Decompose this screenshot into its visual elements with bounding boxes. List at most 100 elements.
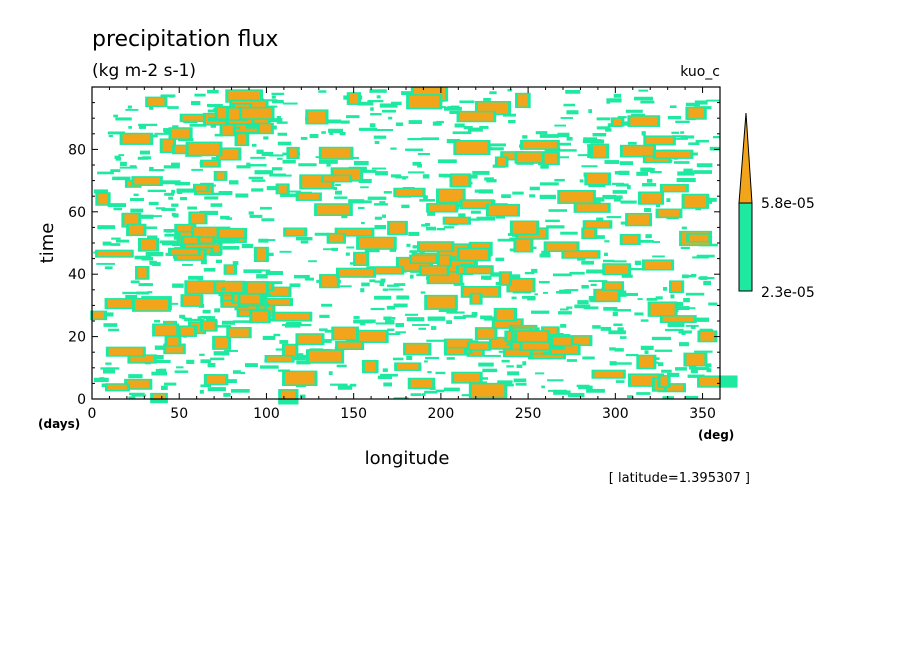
precip-cell-low: [529, 186, 540, 191]
precip-cell-low: [185, 318, 205, 322]
precip-cell-low: [612, 190, 628, 194]
precip-cell-low: [438, 308, 458, 312]
precip-cell-high: [219, 229, 245, 238]
precip-cell-low: [361, 282, 370, 287]
precip-cell-low: [203, 316, 216, 320]
precip-cell-low: [346, 115, 360, 119]
precip-cell-low: [512, 291, 531, 294]
precip-cell-low: [609, 347, 616, 351]
precip-cell-low: [108, 328, 120, 332]
precip-cell-low: [502, 113, 517, 117]
precip-cell-low: [177, 189, 183, 194]
precip-cell-low: [328, 128, 344, 133]
precip-cell-low: [452, 131, 472, 135]
precip-cell-high: [700, 331, 715, 341]
precip-cell-low: [640, 319, 649, 322]
precip-cell-low: [337, 385, 353, 390]
precip-cell-low: [154, 132, 173, 135]
precip-cell-low: [548, 389, 558, 392]
precip-cell-low: [128, 126, 132, 129]
precip-cell-low: [621, 274, 633, 278]
precip-cell-low: [248, 211, 254, 215]
precip-cell-low: [102, 241, 112, 246]
precip-cell-low: [642, 168, 655, 172]
precip-cell-high: [247, 282, 266, 293]
precip-cell-low: [446, 311, 465, 314]
precip-cell-low: [501, 359, 510, 363]
precip-cell-low: [271, 167, 283, 171]
precip-cell-low: [341, 214, 348, 219]
precip-cell-high: [445, 218, 468, 224]
precip-cell-low: [524, 271, 535, 275]
precip-cell-high: [541, 153, 557, 164]
precip-cell-low: [490, 272, 508, 277]
precip-cell-high: [523, 141, 557, 149]
precip-cell-low: [276, 157, 283, 160]
precip-cell-low: [583, 306, 599, 310]
precip-cell-low: [671, 131, 679, 134]
precip-cell-low: [367, 100, 384, 103]
x-tick-label: 250: [515, 406, 542, 422]
precip-cell-low: [626, 185, 631, 190]
precip-cell-low: [325, 119, 342, 124]
precip-cell-low: [511, 296, 517, 300]
precip-cell-low: [111, 237, 121, 240]
precip-cell-low: [608, 330, 626, 335]
precip-cell-high: [596, 290, 618, 301]
precip-cell-high: [655, 151, 691, 158]
precip-cell-low: [604, 195, 623, 200]
precip-cell-low: [522, 361, 527, 366]
precip-cell-low: [105, 312, 114, 317]
precip-cell-low: [199, 210, 219, 216]
precip-cell-low: [200, 260, 207, 265]
precip-cell-low: [706, 368, 712, 373]
precip-cell-low: [263, 99, 278, 102]
precip-cell-low: [522, 135, 528, 139]
precip-cell-low: [619, 293, 627, 297]
precip-cell-low: [232, 261, 239, 265]
precip-cell-high: [517, 152, 542, 163]
precip-cell-low: [293, 274, 310, 279]
precip-cell-low: [506, 365, 514, 368]
precip-cell-low: [563, 103, 576, 107]
precip-cell-low: [663, 286, 668, 291]
precip-cell-high: [329, 234, 343, 243]
precip-cell-high: [194, 228, 228, 237]
precip-cell-low: [437, 159, 457, 164]
precip-cell-low: [147, 189, 166, 193]
y-tick-label: 0: [77, 392, 86, 408]
precip-cell-low: [374, 280, 385, 283]
precip-cell-low: [382, 214, 386, 218]
precip-cell-high: [262, 288, 289, 296]
precip-cell-low: [545, 219, 560, 223]
precip-cell-low: [478, 189, 494, 194]
precip-cell-high: [338, 342, 362, 349]
precip-cell-low: [425, 356, 440, 360]
precip-cell-high: [644, 260, 672, 270]
precip-cell-low: [592, 133, 607, 137]
precip-cell-low: [596, 117, 611, 121]
precip-cell-high: [622, 235, 638, 244]
precip-cell-low: [129, 392, 145, 396]
precip-cell-high: [252, 311, 268, 322]
precip-cell-low: [507, 89, 513, 92]
precip-cell-low: [391, 101, 402, 106]
precip-cell-low: [388, 116, 393, 120]
precip-cell-low: [484, 354, 501, 357]
precip-cell-low: [508, 119, 516, 124]
precip-cell-high: [356, 253, 367, 265]
precip-cell-high: [322, 275, 337, 287]
precip-cell-high: [522, 339, 555, 350]
precip-cell-low: [425, 222, 431, 227]
precip-cell-high: [286, 228, 305, 236]
precip-cell-low: [298, 163, 317, 167]
precip-cell-low: [706, 99, 720, 102]
precip-cell-low: [268, 105, 278, 108]
precip-cell-low: [606, 216, 622, 219]
precip-cell-low: [549, 345, 565, 350]
precip-cell-low: [637, 298, 643, 301]
precip-cell-high: [661, 384, 683, 391]
precip-cell-high: [517, 331, 548, 342]
precip-cell-low: [171, 162, 180, 166]
precip-cell-high: [397, 363, 419, 370]
